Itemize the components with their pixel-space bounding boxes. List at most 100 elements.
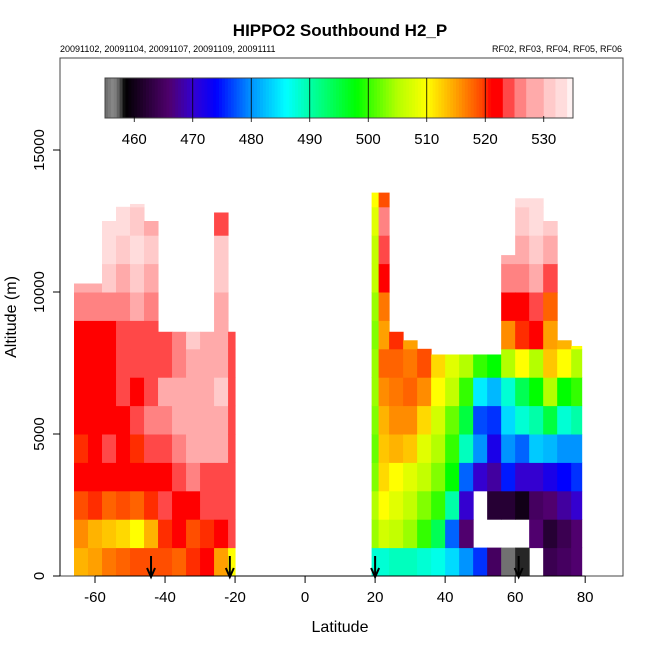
heatmap-cell <box>431 519 446 549</box>
colorbar-frame <box>104 77 574 119</box>
heatmap-cell <box>403 405 418 435</box>
y-axis-label: Altitude (m) <box>3 276 20 358</box>
colorbar-tick-label: 460 <box>122 131 147 148</box>
colorbar-segment <box>178 78 182 118</box>
heatmap-cell <box>200 377 215 407</box>
heatmap-cell <box>487 490 502 520</box>
colorbar-segment <box>210 78 214 118</box>
heatmap-cell <box>529 198 544 208</box>
colorbar-segment <box>233 78 238 118</box>
heatmap-cell <box>543 434 558 463</box>
colorbar-segment <box>546 78 550 118</box>
heatmap-cell <box>88 283 103 293</box>
heatmap-cell <box>543 519 558 549</box>
heatmap-cell <box>88 320 103 350</box>
heatmap-cell <box>378 519 390 549</box>
heatmap-cell <box>102 405 117 435</box>
colorbar-segment <box>505 78 510 118</box>
colorbar-segment <box>494 78 498 118</box>
colorbar-segment <box>417 78 422 118</box>
heatmap-cell <box>214 405 229 435</box>
heatmap-cell <box>186 462 201 492</box>
heatmap-cell <box>378 490 390 520</box>
heatmap-cell <box>515 462 530 492</box>
heatmap-cell <box>459 547 474 577</box>
colorbar-segment <box>201 78 205 118</box>
colorbar-segment <box>300 78 305 118</box>
heatmap-cell <box>228 348 236 378</box>
colorbar-segment <box>143 78 147 118</box>
heatmap-cell <box>571 348 583 378</box>
heatmap-cell <box>144 292 159 321</box>
heatmap-cell <box>557 462 572 492</box>
colorbar-segment <box>195 78 199 118</box>
heatmap-cell <box>459 519 474 549</box>
heatmap-cell <box>445 462 460 492</box>
heatmap-cells <box>74 192 583 577</box>
heatmap-cell <box>501 320 516 350</box>
colorbar-segment <box>148 78 153 118</box>
colorbar-segment <box>356 78 360 118</box>
colorbar-segment <box>385 78 390 118</box>
colorbar-segment <box>499 78 504 118</box>
heatmap-cell <box>116 405 131 435</box>
heatmap-cell <box>459 354 474 378</box>
heatmap-cell <box>228 377 236 407</box>
colorbar-segment <box>306 78 311 118</box>
colorbar-segment <box>183 78 188 118</box>
heatmap-cell <box>74 292 89 321</box>
heatmap-cell <box>371 320 380 350</box>
arrow-head <box>224 567 235 580</box>
heatmap-cell <box>557 519 572 549</box>
colorbar-segment <box>257 78 261 118</box>
chart-subtitle-flights: RF02, RF03, RF04, RF05, RF06 <box>492 44 622 54</box>
colorbar-segment <box>277 78 281 118</box>
heatmap-cell <box>529 434 544 463</box>
heatmap-cell <box>501 490 516 520</box>
heatmap-cell <box>214 519 229 549</box>
heatmap-cell <box>186 434 201 463</box>
heatmap-cell <box>214 462 229 492</box>
heatmap-cell <box>571 345 583 350</box>
heatmap-cell <box>378 206 390 236</box>
heatmap-cell <box>158 547 173 577</box>
x-tick-label: -40 <box>154 589 176 606</box>
heatmap-cell <box>116 547 131 577</box>
heatmap-cell <box>543 235 558 265</box>
heatmap-cell <box>102 434 117 463</box>
colorbar-segment <box>207 78 211 118</box>
heatmap-cell <box>403 340 418 350</box>
heatmap-cell <box>543 462 558 492</box>
colorbar-segment <box>289 78 293 118</box>
colorbar-segment <box>192 78 197 118</box>
heatmap-cell <box>74 519 89 549</box>
heatmap-cell <box>431 547 446 577</box>
colorbar-segment <box>283 78 287 118</box>
heatmap-cell <box>214 377 229 407</box>
heatmap-cell <box>431 434 446 463</box>
heatmap-cell <box>200 519 215 549</box>
heatmap-cell <box>389 331 404 350</box>
arrow-head <box>146 567 156 580</box>
colorbar-tick-label: 510 <box>414 131 439 148</box>
heatmap-cell <box>378 405 390 435</box>
heatmap-cell <box>445 490 460 520</box>
heatmap-cell <box>543 221 558 236</box>
heatmap-cell <box>172 519 187 549</box>
heatmap-cell <box>172 348 187 378</box>
heatmap-cell <box>403 462 418 492</box>
heatmap-cell <box>515 235 530 265</box>
colorbar-segment <box>520 78 524 118</box>
heatmap-cell <box>557 434 572 463</box>
heatmap-cell <box>158 377 173 407</box>
heatmap-cell <box>543 292 558 321</box>
heatmap-cell <box>116 377 131 407</box>
heatmap-cell <box>473 462 488 492</box>
heatmap-cell <box>543 320 558 350</box>
heatmap-cell <box>130 320 145 350</box>
heatmap-cell <box>529 206 544 236</box>
heatmap-cell <box>228 462 236 492</box>
heatmap-cell <box>88 462 103 492</box>
colorbar-segment <box>508 78 512 118</box>
heatmap-cell <box>529 405 544 435</box>
